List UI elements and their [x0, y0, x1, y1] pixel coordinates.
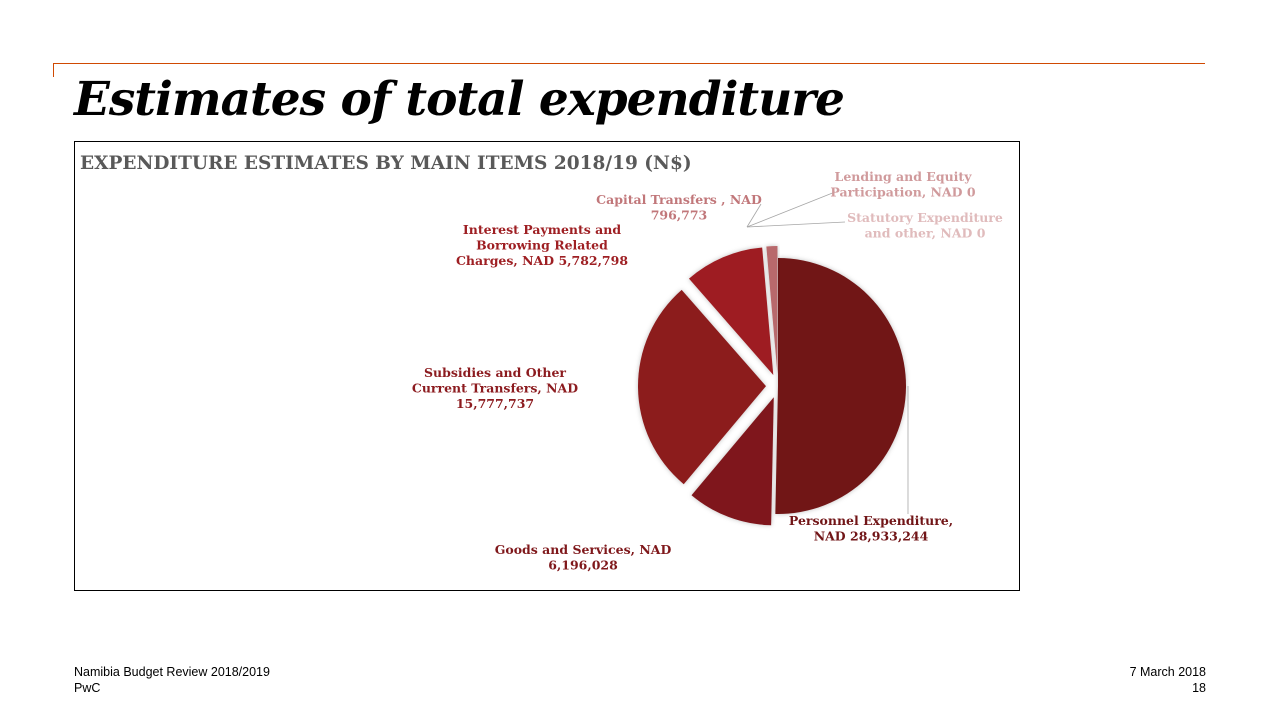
footer-date: 7 March 2018 [1129, 665, 1206, 679]
pie-slice-goods-and-services [691, 397, 774, 526]
footer-report-name: Namibia Budget Review 2018/2019 [74, 665, 270, 679]
top-accent-rule-tick [53, 63, 54, 77]
data-label-interest-payments-and-borrowing-related-charges: Interest Payments and Borrowing Related Ch… [456, 222, 628, 268]
pie-chart: EXPENDITURE ESTIMATES BY MAIN ITEMS 2018… [80, 153, 1003, 573]
footer-right: 7 March 2018 18 [1130, 664, 1206, 696]
data-label-capital-transfers: Capital Transfers , NAD 796,773 [596, 192, 762, 223]
leader-line [746, 191, 836, 228]
pie-slice-capital-transfers [766, 246, 778, 375]
footer-company: PwC [74, 681, 101, 695]
data-label-statutory-expenditure-and-other: Statutory Expenditure and other, NAD 0 [847, 210, 1003, 241]
page-number: 18 [1192, 681, 1206, 695]
chart-frame: EXPENDITURE ESTIMATES BY MAIN ITEMS 2018… [74, 141, 1020, 591]
top-accent-rule [53, 63, 1205, 64]
data-label-lending-and-equity-participation: Lending and Equity Participation, NAD 0 [830, 169, 975, 200]
pie-slice-subsidies-and-other-current-transfers [638, 289, 767, 485]
pie-slice-interest-payments-and-borrowing-related-charges [688, 247, 774, 375]
data-label-subsidies-and-other-current-transfers: Subsidies and Other Current Transfers, NA… [412, 365, 578, 411]
leader-line [746, 221, 846, 228]
data-label-goods-and-services: Goods and Services, NAD 6,196,028 [495, 542, 672, 573]
chart-title: EXPENDITURE ESTIMATES BY MAIN ITEMS 2018… [80, 153, 692, 174]
page-title: Estimates of total expenditure [74, 72, 845, 127]
data-label-personnel-expenditure: Personnel Expenditure, NAD 28,933,244 [789, 513, 953, 544]
leader-line [746, 203, 762, 228]
pie-slice-personnel-expenditure [775, 258, 906, 514]
footer-left: Namibia Budget Review 2018/2019 PwC [74, 664, 270, 696]
